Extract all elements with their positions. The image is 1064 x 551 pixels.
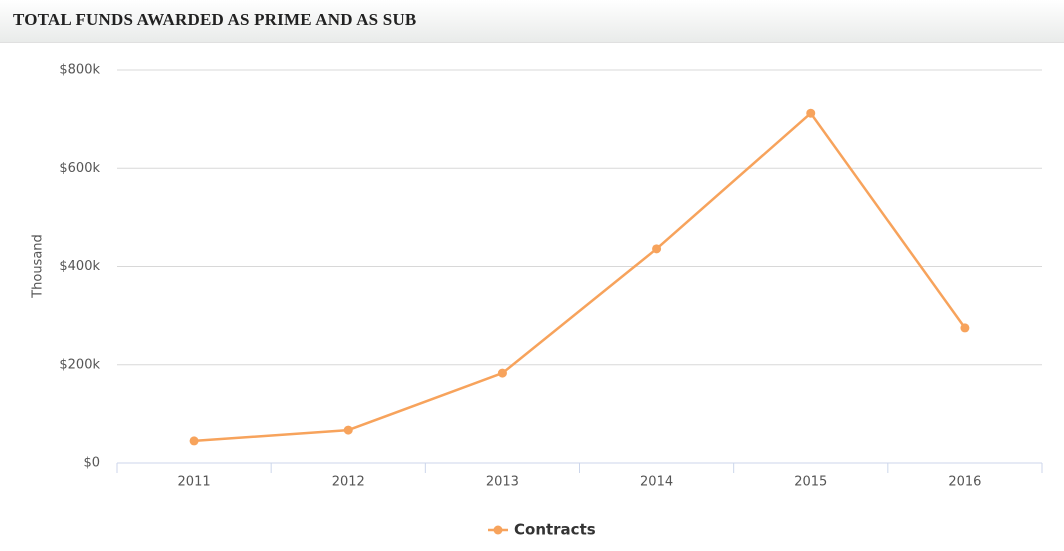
- data-point: [652, 244, 662, 254]
- data-point: [806, 108, 816, 118]
- y-tick-label: $400k: [59, 259, 100, 274]
- y-axis-label: Thousand: [31, 234, 46, 299]
- x-tick-label: 2016: [948, 475, 981, 490]
- x-tick-label: 2013: [486, 475, 519, 490]
- y-tick-label: $0: [83, 456, 100, 471]
- data-point: [189, 436, 199, 446]
- legend-marker: [493, 525, 503, 535]
- x-tick-label: 2011: [178, 475, 211, 490]
- data-point: [960, 323, 970, 333]
- y-tick-label: $600k: [59, 161, 100, 176]
- x-tick-label: 2012: [332, 475, 365, 490]
- series-line: [193, 111, 966, 443]
- header: TOTAL FUNDS AWARDED AS PRIME AND AS SUB: [0, 0, 1064, 43]
- data-point: [497, 368, 507, 378]
- x-tick-label: 2014: [640, 475, 673, 490]
- y-tick-label: $800k: [59, 63, 100, 78]
- data-point: [343, 425, 353, 435]
- chart-title: TOTAL FUNDS AWARDED AS PRIME AND AS SUB: [13, 10, 417, 29]
- y-tick-label: $200k: [59, 357, 100, 372]
- legend-label: Contracts: [514, 521, 596, 539]
- x-tick-label: 2015: [794, 475, 827, 490]
